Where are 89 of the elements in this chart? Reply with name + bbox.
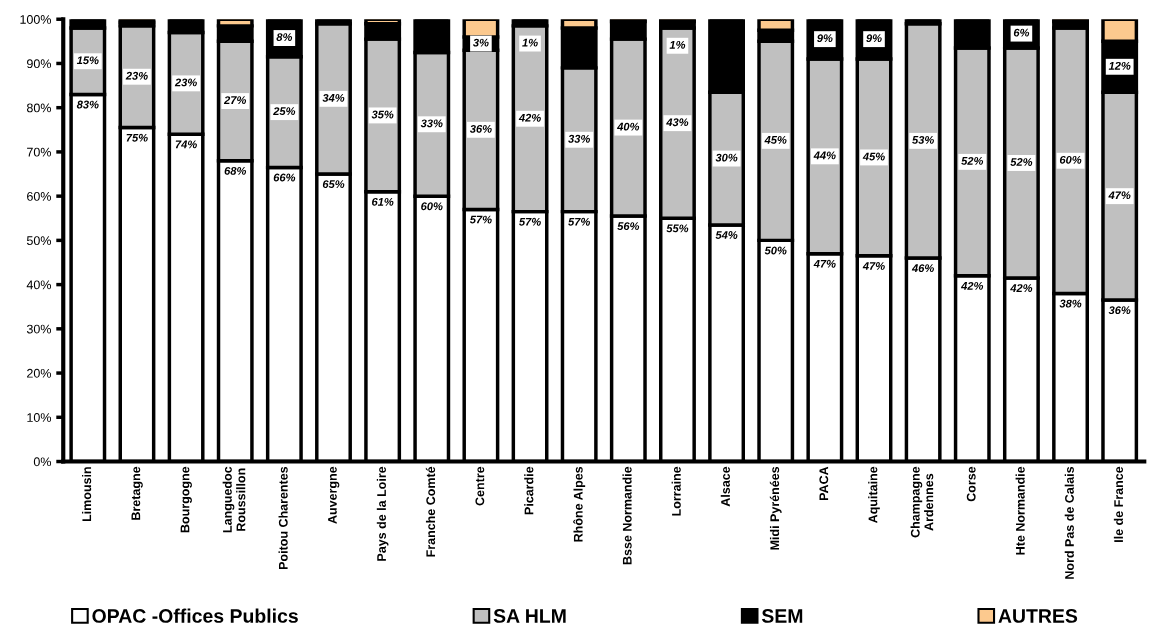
legend-label: SA HLM	[493, 609, 566, 623]
data-label: 57%	[519, 217, 541, 226]
data-label: 23%	[174, 78, 197, 87]
y-tick-label: 20%	[27, 368, 51, 378]
x-tick-label: Centre	[475, 466, 485, 506]
data-label: 45%	[764, 136, 787, 144]
data-label: 33%	[568, 134, 590, 143]
data-label: 36%	[1108, 306, 1131, 315]
data-label: 56%	[617, 222, 640, 231]
data-label: 57%	[469, 215, 492, 224]
data-label: 52%	[961, 156, 984, 165]
x-tick-label: Rhône Alpes	[573, 466, 586, 542]
data-label: 53%	[912, 135, 934, 144]
x-tick-label: Languedoc Roussillon	[222, 466, 246, 533]
x-tick-label: Poitou Charentes	[278, 466, 288, 570]
data-label: 1%	[669, 40, 686, 49]
y-tick-label: 60%	[27, 191, 51, 201]
data-label: 8%	[276, 33, 293, 42]
data-label: 60%	[1059, 155, 1082, 164]
x-tick-label: Lorraine	[671, 466, 681, 516]
x-tick-label: Alsace	[720, 466, 730, 507]
legend-label: SEM	[761, 609, 803, 623]
data-label: 46%	[911, 264, 934, 273]
data-label: 55%	[666, 224, 689, 233]
legend-label: OPAC -Offices Publics	[92, 608, 298, 623]
x-tick-label: Pays de la Loire	[376, 466, 389, 561]
data-label: 65%	[322, 180, 345, 189]
y-tick-label: 90%	[27, 59, 51, 69]
x-tick-label: Picardie	[524, 466, 534, 515]
data-label: 75%	[126, 133, 148, 142]
data-label: 40%	[617, 122, 640, 131]
x-tick-label: Franche Comté	[425, 466, 436, 557]
x-tick-label: Auvergne	[328, 466, 340, 524]
x-tick-label: Hte Normandie	[1015, 466, 1025, 555]
data-label: 50%	[764, 246, 787, 255]
legend-label: AUTRES	[998, 609, 1078, 623]
y-tick-label: 0%	[33, 457, 51, 467]
data-label: 44%	[813, 151, 836, 160]
x-tick-label: Bourgogne	[180, 466, 192, 533]
data-label: 74%	[175, 140, 197, 149]
data-label: 35%	[371, 110, 394, 119]
y-tick-label: 40%	[26, 280, 51, 290]
data-label: 36%	[469, 124, 492, 133]
data-label: 57%	[568, 217, 590, 226]
data-label: 25%	[273, 107, 296, 116]
data-label: 47%	[1108, 191, 1131, 200]
y-tick-label: 80%	[26, 103, 51, 113]
y-tick-label: 30%	[26, 324, 51, 334]
data-label: 45%	[862, 152, 885, 161]
x-tick-label: Aquitaine	[868, 466, 880, 524]
data-label: 27%	[223, 96, 247, 105]
x-tick-label: Ile de France	[1113, 466, 1124, 542]
data-label: 23%	[125, 71, 148, 80]
y-tick-label: 10%	[27, 413, 51, 422]
data-label: 54%	[715, 231, 738, 239]
x-tick-label: Bretagne	[131, 466, 143, 520]
data-label: 52%	[1010, 158, 1033, 166]
x-tick-label: Nord Pas de Calais	[1064, 466, 1074, 579]
data-label: 30%	[715, 153, 738, 162]
data-label: 83%	[76, 100, 99, 109]
y-tick-label: 100%	[20, 15, 51, 24]
data-label: 47%	[813, 259, 836, 268]
data-label: 34%	[322, 93, 345, 102]
y-tick-label: 50%	[26, 236, 51, 246]
data-label: 12%	[1108, 61, 1131, 70]
data-label: 15%	[76, 56, 99, 65]
data-label: 3%	[472, 38, 489, 47]
data-label: 1%	[522, 38, 538, 47]
data-label: 68%	[224, 166, 247, 175]
data-label: 33%	[420, 119, 443, 128]
x-tick-label: Corse	[966, 466, 976, 502]
x-tick-label: Champagne Ardennes	[910, 466, 934, 538]
data-label: 9%	[817, 34, 833, 43]
data-label: 61%	[372, 197, 394, 206]
data-label: 6%	[1013, 28, 1030, 37]
x-tick-label: Bsse Normandie	[622, 466, 632, 565]
data-label: 60%	[421, 202, 443, 211]
data-label: 47%	[862, 262, 885, 270]
data-label: 42%	[1010, 284, 1033, 292]
data-label: 42%	[960, 281, 984, 290]
x-tick-label: PACA	[819, 466, 829, 501]
x-tick-label: Limousin	[81, 467, 92, 522]
y-tick-label: 70%	[27, 147, 51, 157]
data-label: 66%	[273, 173, 296, 182]
data-label: 42%	[518, 113, 541, 122]
data-label: 9%	[866, 34, 882, 43]
data-label: 38%	[1059, 299, 1082, 308]
x-tick-label: Midi Pyrénées	[769, 466, 782, 550]
data-label: 43%	[666, 118, 689, 127]
